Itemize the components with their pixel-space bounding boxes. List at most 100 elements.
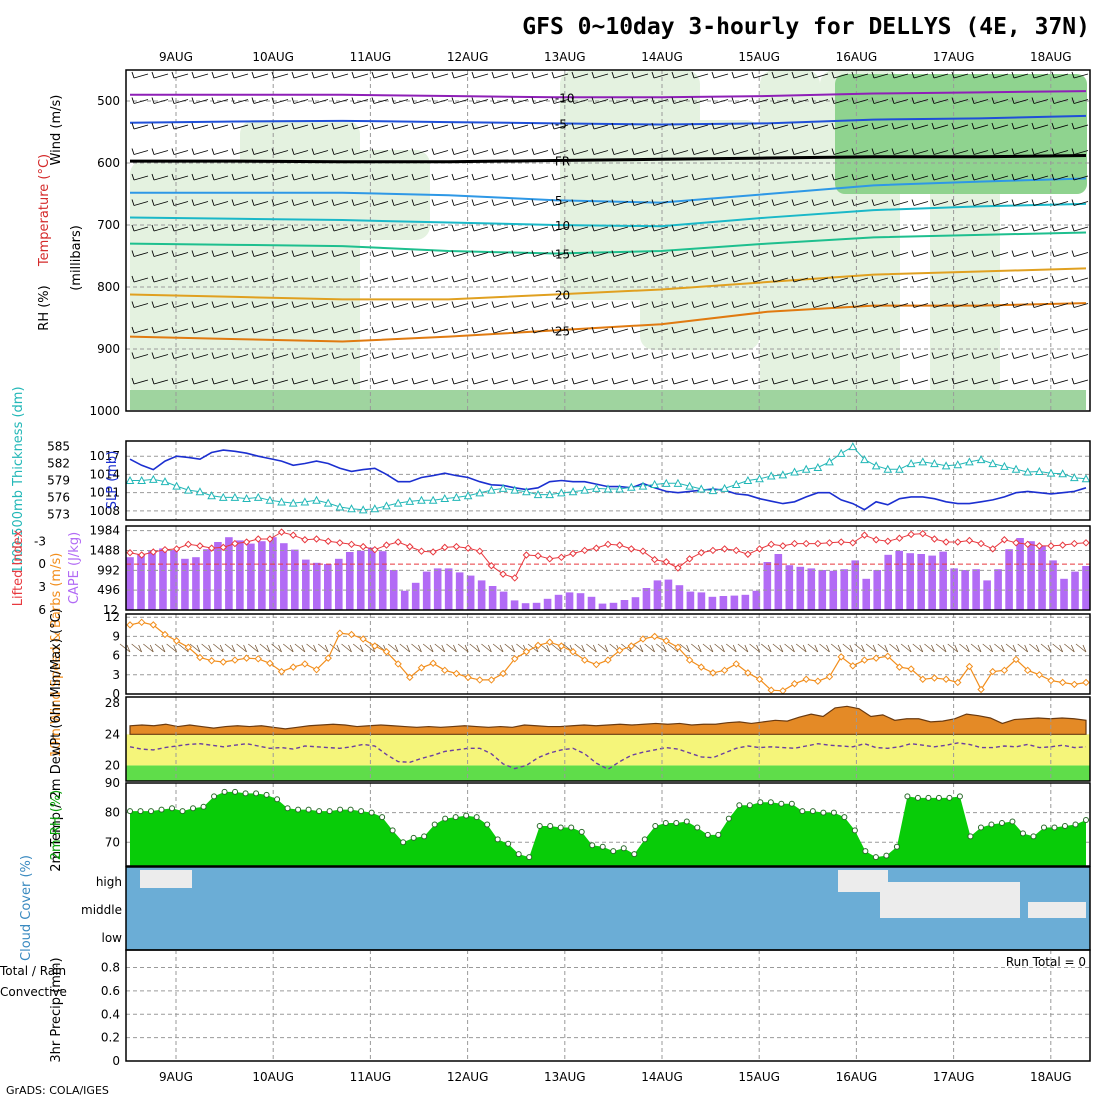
- wind-barb: [331, 301, 349, 308]
- wind-barb: [771, 199, 789, 206]
- cape-bar: [851, 560, 860, 610]
- cape-bar: [587, 596, 596, 610]
- thickness-point: [475, 488, 485, 497]
- wind-barb: [571, 301, 589, 308]
- wind-barb: [511, 377, 529, 385]
- li-point: [406, 542, 414, 551]
- cape-bar: [906, 553, 914, 610]
- wind-speed-point: [1035, 671, 1044, 679]
- cape-bar: [345, 552, 354, 610]
- surface-wind-barb: [912, 643, 924, 653]
- wind-barb: [131, 148, 149, 155]
- date-label-top: 10AUG: [252, 50, 294, 64]
- thickness-point: [568, 487, 578, 496]
- wind-speed-point: [196, 653, 204, 662]
- wind-barb: [751, 173, 769, 181]
- legend-label: RH (%): [37, 285, 52, 330]
- rh-point: [515, 851, 522, 858]
- wind-barb: [891, 224, 909, 232]
- wind-barb: [611, 352, 629, 359]
- axis-label: 3hr Precip (mm): [49, 957, 64, 1062]
- wind-barb: [391, 275, 409, 283]
- wind-barb: [991, 224, 1009, 232]
- pressure-tick-label: 900: [97, 342, 120, 356]
- wind-barb: [751, 301, 769, 308]
- rh-point: [851, 827, 858, 834]
- cape-bar: [840, 569, 849, 610]
- wind-speed-point: [511, 655, 519, 663]
- thickness-point: [1011, 464, 1021, 473]
- wind-barb: [631, 250, 649, 257]
- wind-barb: [891, 352, 909, 359]
- wind-barb: [411, 148, 429, 155]
- wind-barb: [371, 377, 389, 385]
- thickness-point: [755, 474, 764, 483]
- surface-wind-barb: [1005, 643, 1017, 653]
- wind-barb: [171, 71, 189, 79]
- cape-bar: [1082, 566, 1090, 610]
- wind-barb: [271, 250, 289, 257]
- temperature-frame: [125, 696, 1091, 782]
- wind-barb: [271, 301, 289, 308]
- isotherm-20: [129, 267, 1087, 301]
- wind-barb: [991, 122, 1009, 130]
- wind-barb: [751, 326, 769, 334]
- precip-tick-label: 0.4: [101, 1007, 120, 1021]
- wind-speed-point: [674, 643, 682, 651]
- rh-point: [263, 791, 270, 798]
- wind-barb: [271, 352, 289, 359]
- li-point: [487, 562, 496, 570]
- wind-speed-point: [289, 663, 297, 671]
- wind-barb: [231, 377, 249, 385]
- wind-barb: [811, 275, 829, 283]
- wind-barb: [371, 224, 389, 232]
- wind-barb: [831, 275, 849, 283]
- wind-barb: [711, 148, 729, 155]
- wind-barb: [1051, 71, 1069, 79]
- wind-barb: [831, 377, 849, 385]
- wind-barb: [291, 97, 309, 104]
- cape-bar: [433, 568, 442, 610]
- thickness-point: [137, 475, 146, 484]
- wind-barb: [751, 148, 769, 155]
- wind-barb: [211, 199, 229, 206]
- wind-barb: [531, 301, 549, 308]
- wind-barb: [451, 122, 469, 130]
- wind-barb: [151, 377, 169, 385]
- wind-barb: [291, 326, 309, 334]
- li-point: [849, 539, 857, 547]
- wind-speed-point: [954, 678, 962, 687]
- wind-barb: [851, 71, 869, 79]
- cape-bar: [170, 550, 178, 610]
- surface-wind-barb: [201, 643, 212, 653]
- wind-barb: [191, 250, 209, 257]
- wind-barb: [691, 326, 709, 334]
- wind-barb: [971, 352, 989, 359]
- thickness-point: [312, 495, 321, 504]
- wind-barb: [891, 275, 909, 283]
- wind-barb: [791, 301, 809, 308]
- wind-barb: [271, 199, 289, 206]
- li-point: [965, 536, 974, 545]
- wind-barb: [951, 352, 969, 359]
- chart-title: GFS 0~10day 3-hourly for DELLYS (4E, 37N…: [522, 14, 1090, 40]
- wind-barb: [411, 301, 429, 308]
- wind-barb: [871, 148, 889, 155]
- wind-barb: [651, 71, 669, 79]
- cape-bar: [554, 594, 563, 610]
- surface-wind-barb: [877, 643, 889, 653]
- wind-speed-point: [779, 687, 787, 695]
- wind-barb: [471, 224, 489, 232]
- wind-barb: [911, 326, 929, 334]
- surface-wind-barb: [282, 643, 294, 653]
- wind-speed-point: [277, 667, 286, 676]
- thickness-point: [253, 492, 263, 501]
- rh-point: [316, 808, 323, 815]
- cape-tick-label: 12: [103, 603, 118, 617]
- wind-barb: [1051, 326, 1069, 334]
- wind-barb: [511, 173, 529, 181]
- cape-bar: [774, 554, 783, 610]
- wind-barb: [311, 250, 329, 257]
- wind-speed-point: [825, 673, 834, 681]
- wind-barb: [1031, 199, 1049, 206]
